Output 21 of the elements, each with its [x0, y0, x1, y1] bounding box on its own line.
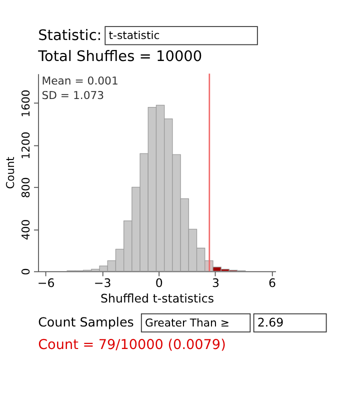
x-tick-label: 6 — [268, 276, 276, 290]
x-axis-title: Shuffled t-statistics — [100, 292, 214, 306]
y-tick-label: 1200 — [19, 132, 32, 160]
x-tick-label: 3 — [212, 276, 220, 290]
y-tick-label: 0 — [19, 268, 32, 276]
text: Total Shuffles = 10000 — [37, 48, 202, 65]
y-tick-label: 1600 — [19, 90, 32, 118]
annotation: SD = 1.073 — [42, 89, 104, 102]
x-tick-label: 0 — [155, 276, 163, 290]
text: Greater Than ≥ — [145, 316, 230, 330]
text: Count = 79/10000 (0.0079) — [38, 337, 226, 354]
x-tick-label: −6 — [37, 276, 55, 290]
y-tick-label: 400 — [19, 219, 32, 240]
text: 2.69 — [257, 316, 284, 330]
x-tick-label: −3 — [94, 276, 112, 290]
text: t-statistic — [108, 29, 160, 42]
text: Statistic: — [38, 28, 102, 44]
annotation: Mean = 0.001 — [42, 74, 118, 88]
y-tick-label: 800 — [19, 177, 32, 198]
text: Count Samples — [38, 314, 134, 330]
y-axis-title: Count — [4, 156, 18, 190]
